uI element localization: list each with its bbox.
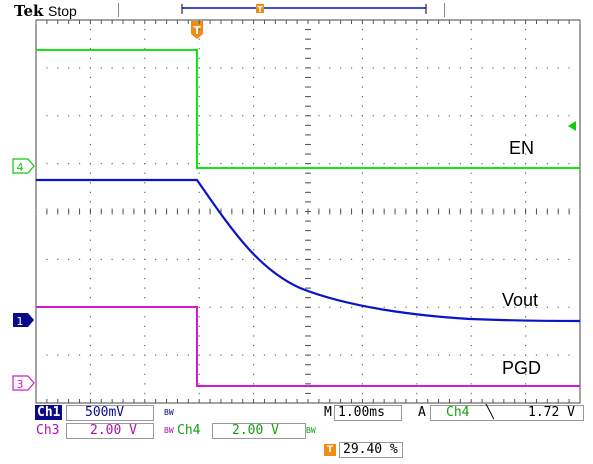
trigger-position-box: [339, 442, 403, 458]
timebase-value[interactable]: 1.00ms: [338, 405, 385, 420]
trigger-box: [430, 405, 584, 421]
ch3-scale-box: [66, 423, 154, 439]
ch3-pgd-waveform: [36, 306, 580, 387]
svg-text:4: 4: [17, 161, 24, 174]
ch4-name[interactable]: Ch4: [177, 423, 201, 438]
ch1-scale: 500mV: [85, 405, 125, 420]
ch1-name: Ch1: [35, 405, 63, 420]
trigger-position-value[interactable]: 29.40 %: [343, 442, 398, 457]
ch3-name[interactable]: Ch3: [36, 423, 60, 438]
svg-text:T: T: [257, 5, 263, 14]
graticule-grid: [35, 19, 581, 404]
record-view-indicator[interactable]: T: [181, 4, 427, 14]
ch4-scale-box: [212, 423, 306, 439]
ch1-ground-marker[interactable]: 1: [13, 313, 34, 328]
ch1-bandwidth-icon: BW: [164, 408, 174, 417]
ch3-bandwidth-icon: BW: [164, 426, 174, 435]
pgd-label: PGD: [502, 358, 542, 378]
ch1-vout-waveform: [36, 178, 581, 323]
divider: [118, 3, 119, 17]
ch4-scale: 2.00 V: [232, 423, 279, 438]
trigger-mode-prefix: A: [418, 405, 426, 420]
en-label: EN: [509, 138, 535, 158]
ch1-scale-box: [66, 405, 154, 421]
ch4-bandwidth-icon: BW: [306, 426, 316, 435]
divider: [444, 3, 445, 17]
status-bar: Tek Stop: [0, 0, 593, 20]
trigger-slope-icon: ╲: [486, 405, 494, 420]
acquisition-status: Stop: [48, 3, 77, 19]
timebase-prefix: M: [324, 405, 332, 420]
svg-text:1: 1: [17, 315, 24, 328]
ch3-scale: 2.00 V: [90, 423, 137, 438]
ch1-readout[interactable]: Ch1: [35, 405, 63, 422]
vout-label: Vout: [502, 290, 539, 310]
trigger-position-icon: T: [324, 444, 336, 456]
timebase-box: [334, 405, 402, 421]
svg-text:3: 3: [17, 378, 24, 391]
trigger-symbol: T: [193, 24, 201, 37]
ch4-ground-marker[interactable]: 4: [12, 158, 35, 174]
trigger-position-marker[interactable]: T: [191, 21, 203, 39]
brand-logo: Tek: [14, 2, 44, 20]
ch3-ground-marker[interactable]: 3: [12, 375, 35, 391]
trigger-level-arrow[interactable]: [568, 121, 576, 131]
ch4-en-waveform: [36, 49, 580, 169]
trigger-level[interactable]: 1.72 V: [528, 405, 575, 420]
trigger-source[interactable]: Ch4: [446, 405, 470, 420]
